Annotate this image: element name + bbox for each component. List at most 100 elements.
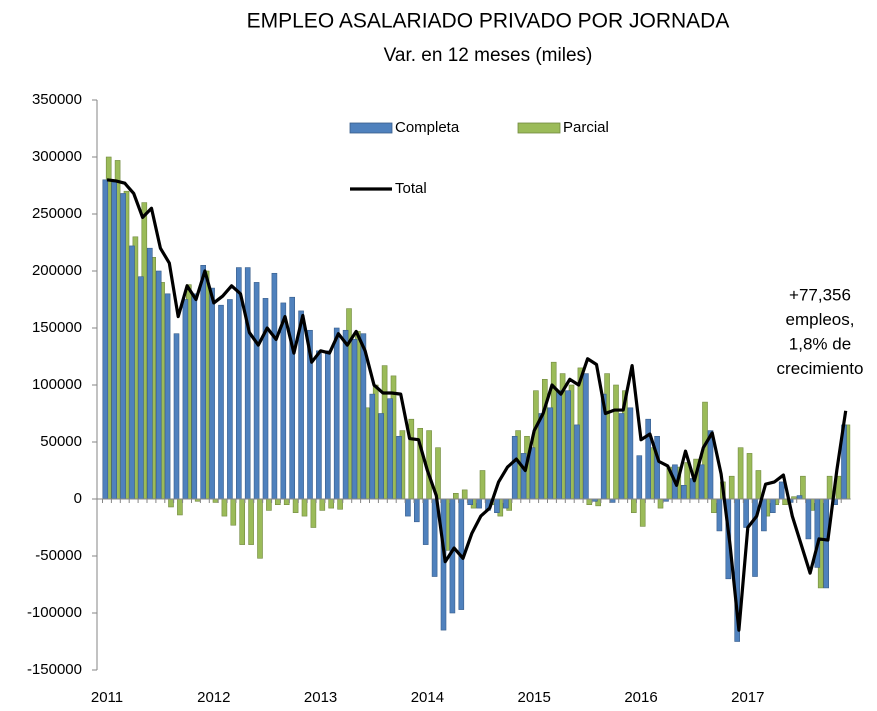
bar xyxy=(301,498,308,517)
bar xyxy=(292,498,299,513)
y-tick-label: -100000 xyxy=(27,604,82,621)
x-tick-label: 2014 xyxy=(411,689,444,706)
bar xyxy=(556,390,563,500)
bar xyxy=(680,485,687,500)
bar xyxy=(769,498,776,513)
bar xyxy=(583,373,589,500)
chart-subtitle: Var. en 12 meses (miles) xyxy=(384,45,593,66)
bar xyxy=(337,498,343,510)
bar xyxy=(289,296,296,500)
bar xyxy=(360,333,367,500)
bar xyxy=(520,453,527,500)
bar xyxy=(630,498,637,513)
bar xyxy=(698,464,705,500)
bar xyxy=(191,293,198,500)
bar xyxy=(422,498,429,545)
annotation: +77,356 xyxy=(789,285,851,304)
bar xyxy=(826,475,833,500)
x-tick-label: 2015 xyxy=(518,689,551,706)
bar xyxy=(316,350,322,500)
bar xyxy=(266,498,272,511)
bar xyxy=(298,310,304,500)
bar xyxy=(173,333,180,500)
bar xyxy=(529,447,536,500)
bar xyxy=(755,470,762,500)
bar xyxy=(138,276,144,500)
bar xyxy=(177,498,183,516)
y-tick-label: 250000 xyxy=(32,205,82,222)
y-tick-label: 350000 xyxy=(32,91,82,108)
bar xyxy=(467,498,474,505)
bar xyxy=(574,424,580,500)
y-tick-label: 300000 xyxy=(32,148,82,165)
bar xyxy=(333,327,340,500)
bar xyxy=(221,498,228,517)
legend-swatch xyxy=(517,122,561,134)
bar xyxy=(319,498,326,511)
bar xyxy=(796,495,803,500)
bar xyxy=(209,287,215,500)
bar xyxy=(511,435,518,500)
bar xyxy=(586,498,593,505)
x-tick-label: 2016 xyxy=(624,689,657,706)
bar xyxy=(129,245,135,500)
bar xyxy=(351,339,358,500)
bar xyxy=(440,498,447,631)
y-tick-label: 0 xyxy=(74,490,82,507)
bar xyxy=(200,264,206,500)
bar xyxy=(728,475,735,500)
legend-label: Parcial xyxy=(563,119,609,136)
bar xyxy=(230,498,237,526)
bar xyxy=(618,413,625,500)
bar xyxy=(405,498,411,517)
line xyxy=(106,178,848,632)
x-tick-label: 2017 xyxy=(731,689,764,706)
annotation: empleos, xyxy=(786,310,855,329)
bar xyxy=(657,498,664,509)
bar xyxy=(711,498,717,513)
bar xyxy=(120,193,126,500)
bar xyxy=(431,498,438,577)
y-tick-label: 200000 xyxy=(32,262,82,279)
bar xyxy=(147,247,153,500)
bar xyxy=(248,498,254,545)
bar xyxy=(218,304,224,500)
bar xyxy=(111,181,117,500)
bar xyxy=(212,498,219,503)
bar xyxy=(257,498,263,559)
bar xyxy=(461,489,468,500)
bar xyxy=(283,498,290,505)
bar xyxy=(244,267,251,500)
bar xyxy=(609,498,616,503)
bar xyxy=(452,492,459,500)
bar xyxy=(645,418,652,500)
bar xyxy=(479,470,486,500)
chart-title: EMPLEO ASALARIADO PRIVADO POR JORNADA xyxy=(247,10,730,33)
y-tick-label: -150000 xyxy=(27,661,82,678)
bar xyxy=(716,498,723,532)
bar xyxy=(387,398,393,500)
bar xyxy=(182,299,189,500)
bar xyxy=(782,498,788,505)
bar xyxy=(805,498,812,540)
bar xyxy=(737,447,744,500)
y-tick-label: 50000 xyxy=(40,433,82,450)
bar xyxy=(155,270,162,500)
legend-label: Completa xyxy=(395,119,460,136)
bar xyxy=(280,302,287,500)
bar xyxy=(778,481,785,500)
bar xyxy=(274,498,281,505)
legend-label: Total xyxy=(395,180,427,197)
bar xyxy=(236,267,242,500)
bar xyxy=(627,407,634,500)
bar xyxy=(310,498,317,528)
bar xyxy=(746,453,753,500)
bar xyxy=(253,282,260,500)
bar xyxy=(494,498,500,513)
bar xyxy=(342,329,349,500)
bar xyxy=(328,498,335,509)
annotation: crecimiento xyxy=(777,359,864,378)
bar xyxy=(413,498,420,523)
bar xyxy=(502,498,509,509)
